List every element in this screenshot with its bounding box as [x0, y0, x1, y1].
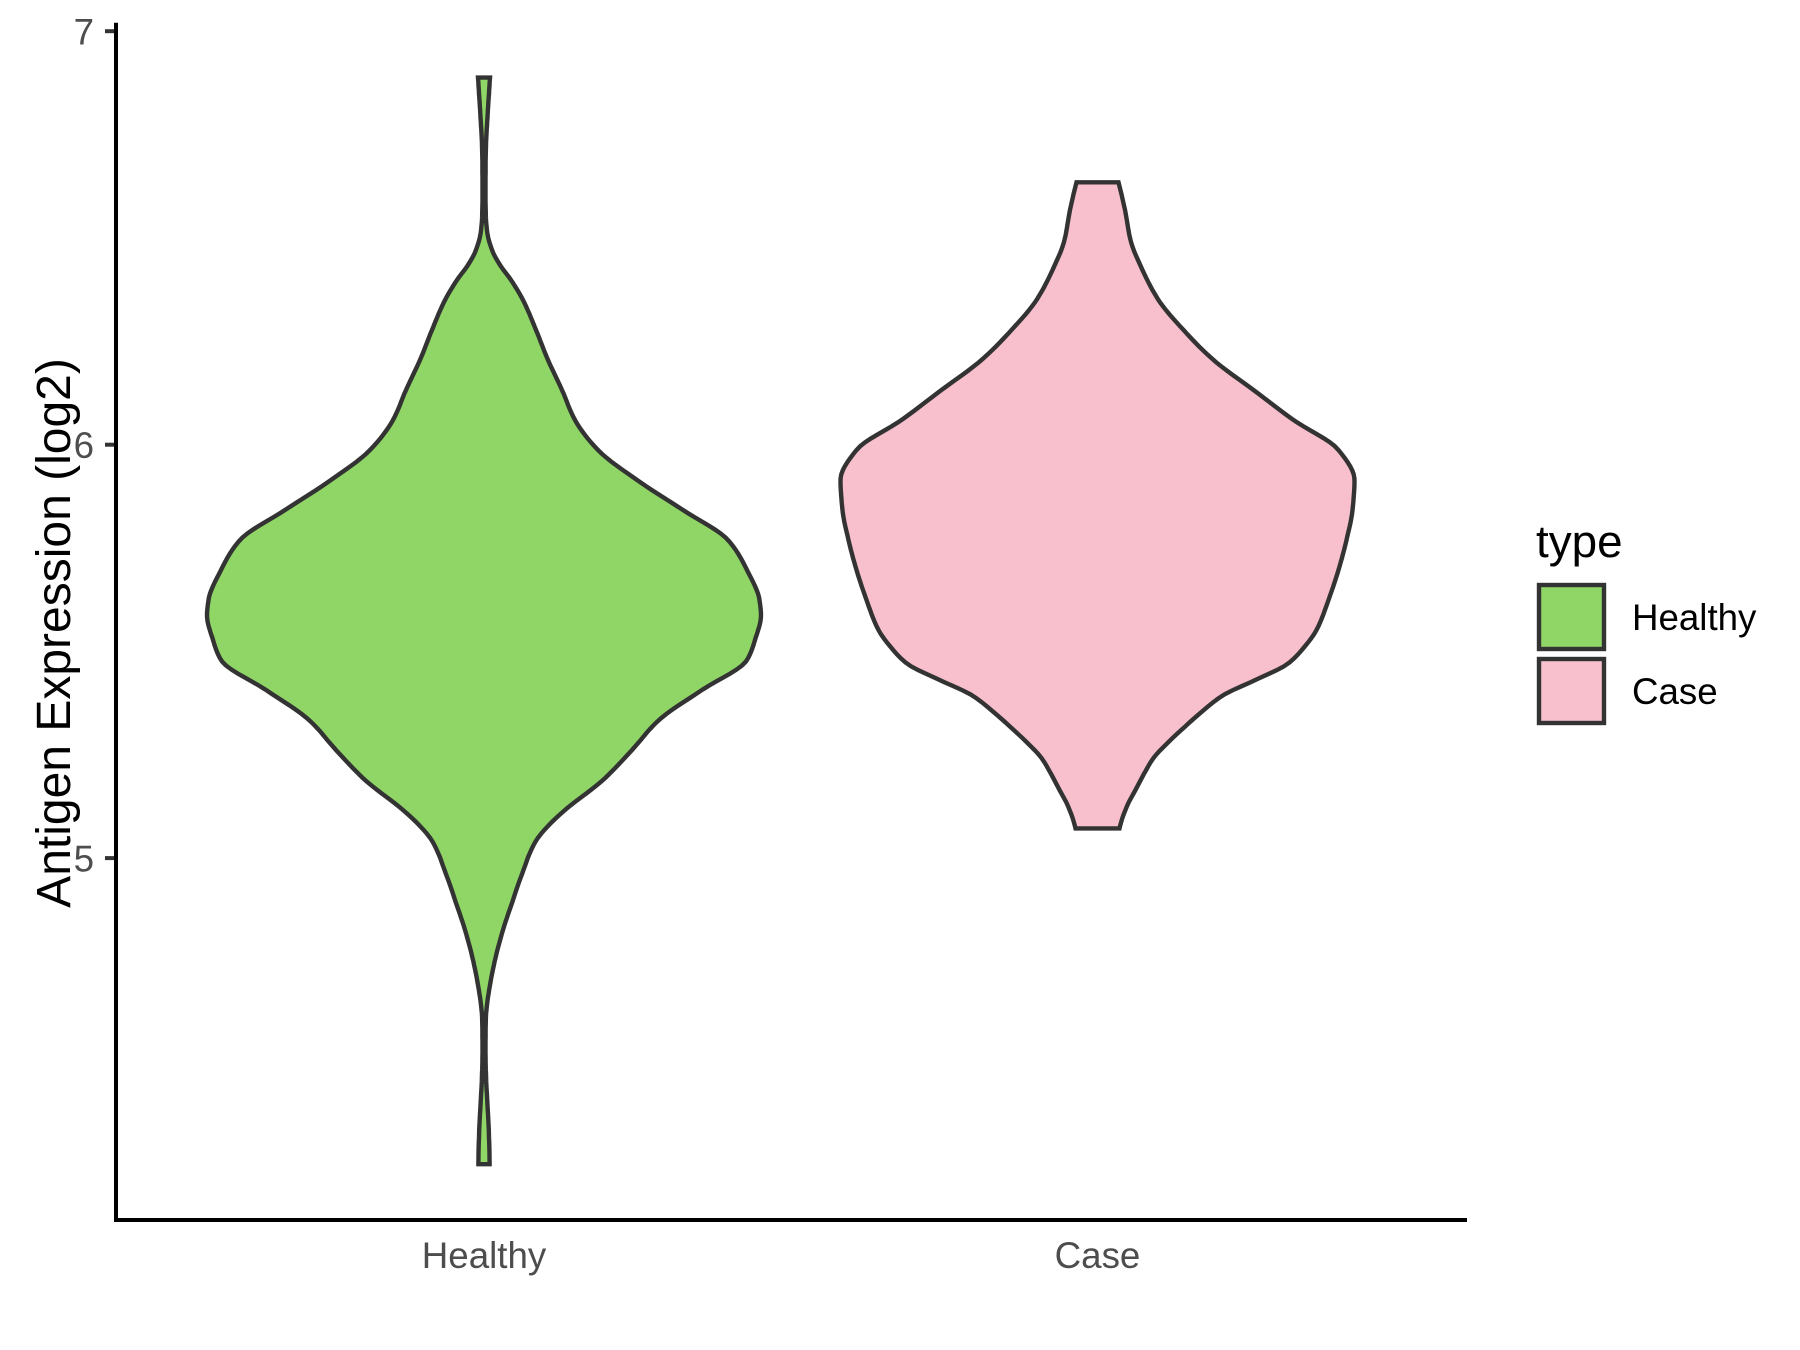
svg-text:Healthy: Healthy: [1632, 597, 1757, 638]
svg-text:6: 6: [74, 425, 94, 466]
svg-text:Case: Case: [1055, 1235, 1141, 1276]
svg-text:Healthy: Healthy: [422, 1235, 547, 1276]
svg-text:5: 5: [74, 838, 94, 879]
svg-text:Case: Case: [1632, 671, 1718, 712]
svg-text:7: 7: [74, 11, 94, 52]
svg-text:type: type: [1536, 516, 1623, 567]
svg-text:Antigen Expression (log2): Antigen Expression (log2): [28, 358, 81, 908]
